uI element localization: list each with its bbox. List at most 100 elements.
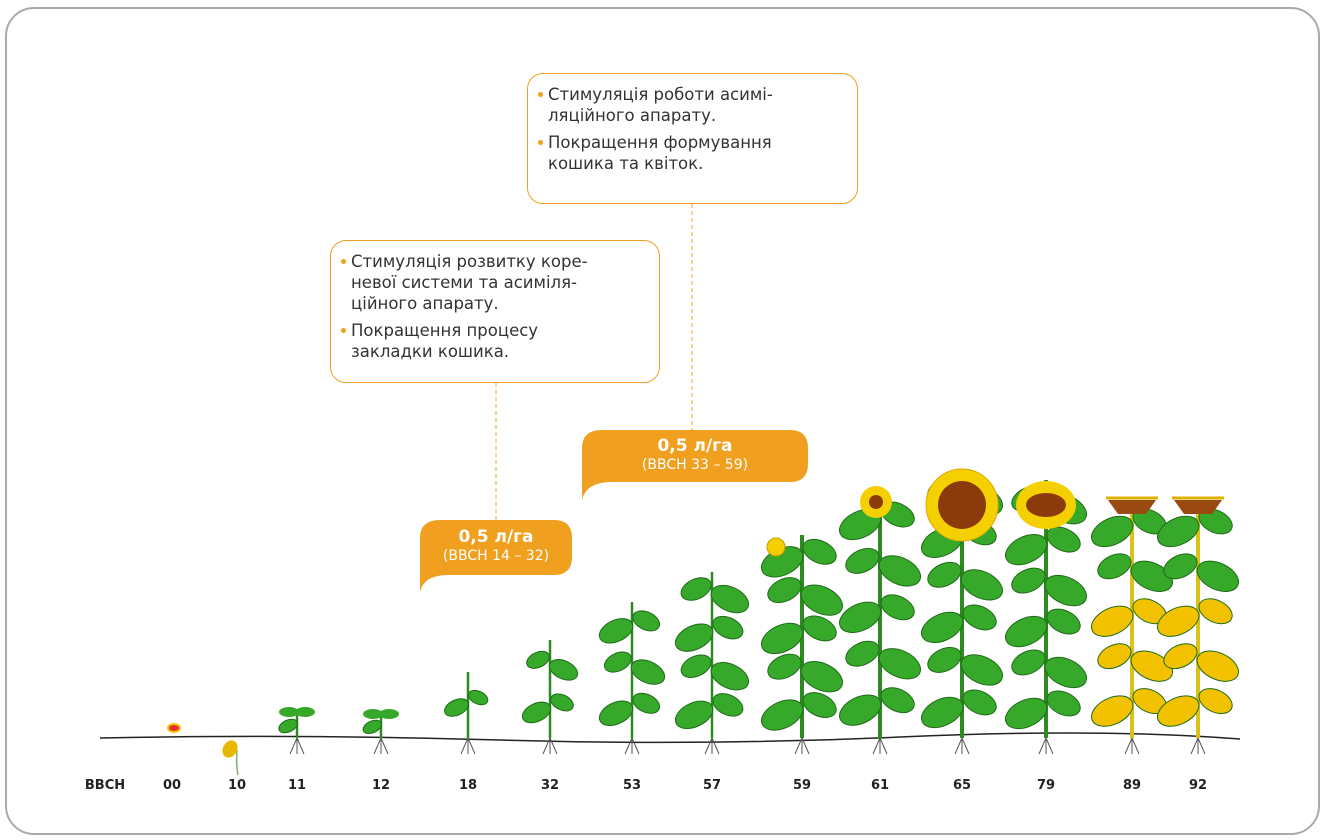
stage-label: 00: [162, 778, 182, 793]
leaf: [1004, 533, 1048, 566]
leaf: [680, 577, 712, 601]
stage-label: 92: [1188, 778, 1208, 793]
leaf: [1011, 649, 1046, 676]
leaf: [680, 654, 712, 678]
root: [704, 737, 713, 755]
leaf: [632, 692, 661, 714]
callout-line: Покращення процесу: [351, 321, 539, 340]
stage-label: 11: [287, 778, 307, 793]
leaf: [802, 538, 837, 565]
range: (BBCH 14 – 32): [442, 548, 550, 564]
leaf: [468, 689, 489, 706]
leaf: [1156, 695, 1200, 727]
leaf: [521, 701, 552, 724]
callout-line: Стимуляція роботи асимі-: [548, 85, 773, 104]
leaf: [802, 692, 837, 718]
badge: 0,5 л/га (BBCH 14 – 32): [420, 528, 572, 566]
leaf: [1004, 615, 1048, 648]
leaf: [920, 696, 964, 729]
root: [872, 737, 881, 755]
callout: Стимуляція розвитку коре-невої системи т…: [330, 240, 660, 383]
callout-line: невої системи та асиміля-: [351, 273, 577, 292]
badge-shape: [582, 430, 808, 500]
callout-line: кошика та квіток.: [548, 154, 704, 173]
stage-label: 10: [227, 778, 247, 793]
ground: [99, 732, 1241, 744]
callout-line: закладки кошика.: [351, 342, 510, 361]
leaf: [962, 689, 997, 716]
callout-line: ційного апарату.: [351, 294, 499, 313]
stage-label: 65: [952, 778, 972, 793]
leaf: [1130, 650, 1174, 682]
root: [373, 737, 382, 755]
root: [631, 737, 640, 755]
leaf: [674, 700, 714, 730]
callout-item: Покращення формування кошика та квіток.: [538, 132, 849, 174]
flower: [938, 481, 986, 529]
leaf: [1004, 697, 1048, 730]
sprout: [222, 740, 238, 758]
leaf: [295, 707, 315, 717]
leaf: [838, 601, 882, 633]
leaf: [712, 693, 744, 717]
flower: [766, 537, 786, 557]
leaf: [1156, 515, 1200, 548]
stage-label: 32: [540, 778, 560, 793]
badge-shape: [420, 520, 572, 592]
leaf: [960, 569, 1004, 601]
leaf: [927, 561, 962, 588]
leaf: [712, 615, 744, 640]
leaf: [845, 640, 880, 667]
root: [954, 737, 963, 755]
root: [380, 737, 389, 755]
leaf: [800, 661, 844, 693]
stage-label: 12: [371, 778, 391, 793]
leaf: [526, 650, 550, 669]
callout-line: Стимуляція розвитку коре-: [351, 252, 588, 271]
stage-label: 89: [1122, 778, 1142, 793]
leaf: [598, 618, 634, 644]
leaf: [630, 659, 666, 685]
leaf: [1044, 574, 1088, 607]
leaf: [444, 698, 470, 717]
seed: [167, 723, 181, 733]
leaf: [710, 584, 750, 614]
stage-label: 59: [792, 778, 812, 793]
root: [549, 737, 558, 755]
leaf: [379, 709, 399, 719]
leaf: [767, 653, 802, 680]
stage-label: 61: [870, 778, 890, 793]
callout-item: Стимуляція розвитку коре-невої системи т…: [341, 251, 651, 314]
plants: [167, 468, 1240, 776]
leaf: [1097, 553, 1132, 580]
leaf: [598, 700, 634, 726]
dose: 0,5 л/га: [657, 436, 733, 456]
leaf: [632, 610, 661, 632]
leaf: [878, 555, 922, 587]
root: [460, 737, 469, 755]
flower: [1026, 493, 1066, 517]
stage-label: 18: [458, 778, 478, 793]
callout: Стимуляція роботи асимі-ляційного апарат…: [527, 73, 858, 204]
leaf: [1196, 650, 1240, 682]
range: (BBCH 33 – 59): [641, 457, 749, 473]
root: [624, 737, 633, 755]
leaf: [927, 646, 962, 673]
dose: 0,5 л/га: [458, 527, 534, 547]
leaf: [603, 651, 632, 673]
callout-line: Покращення формування: [548, 133, 772, 152]
leaf: [1097, 643, 1132, 670]
leaf: [920, 611, 964, 644]
leaf: [962, 604, 997, 631]
root: [289, 737, 298, 755]
leaf: [674, 623, 714, 652]
root: [1190, 737, 1199, 755]
leaf: [800, 584, 844, 616]
scale-label: BBCH: [84, 778, 126, 793]
leaf: [878, 648, 922, 680]
leaf: [838, 694, 882, 726]
callout-item: Покращення процесу закладки кошика.: [341, 320, 651, 362]
flower: [869, 495, 883, 509]
